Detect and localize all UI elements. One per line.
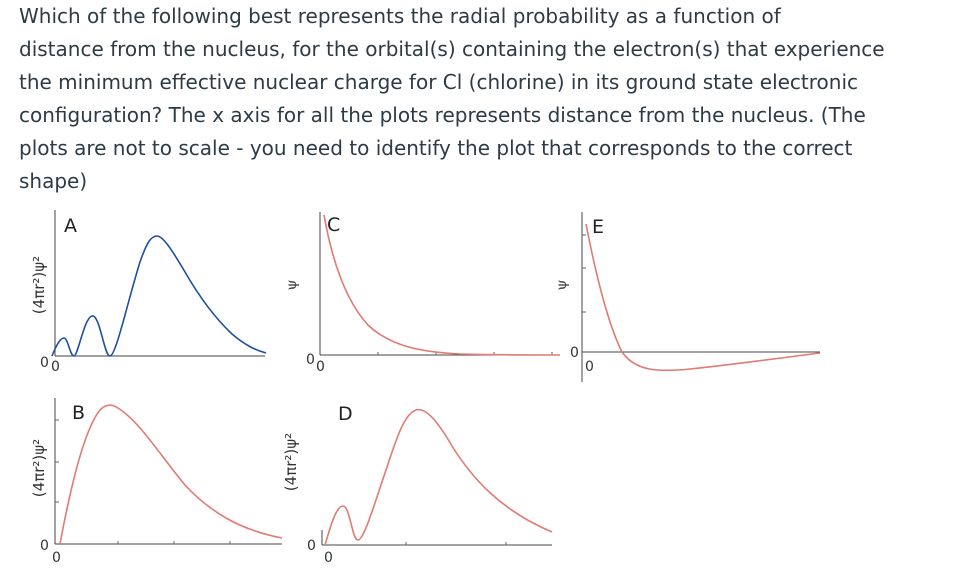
plot-d-letter: D: [338, 403, 353, 425]
plot-b: (4πr²)ψ² B 0 0: [30, 398, 283, 566]
plot-d-ylabel: (4πr²)ψ²: [282, 433, 300, 491]
plot-b-origin-x: 0: [52, 550, 61, 566]
plot-c-origin-y: 0: [306, 352, 315, 368]
question-text: Which of the following best represents t…: [19, 0, 919, 198]
plot-a-origin-y: 0: [40, 355, 49, 371]
plot-c-curve: [323, 214, 561, 356]
question-line: distance from the nucleus, for the orbit…: [19, 37, 885, 61]
plot-e-letter: E: [592, 216, 604, 238]
plot-e: ψ E 0 0: [554, 212, 821, 382]
plot-e-ylabel: ψ: [554, 279, 570, 290]
plot-b-origin-y: 0: [40, 538, 49, 554]
plot-d: (4πr²)ψ² D 0 0: [282, 403, 553, 566]
plot-e-origin-x: 0: [585, 359, 594, 375]
plot-b-ylabel: (4πr²)ψ²: [30, 439, 48, 497]
plot-c-origin-x: 0: [316, 359, 325, 375]
question-line: shape): [19, 169, 88, 193]
plot-b-letter: B: [72, 402, 85, 424]
plot-a-curve: [51, 235, 267, 357]
plot-a-letter: A: [64, 215, 77, 237]
plot-e-origin-y: 0: [570, 345, 579, 361]
plot-a-origin-x: 0: [51, 359, 60, 375]
question-line: plots are not to scale - you need to ide…: [19, 136, 853, 160]
plot-d-origin-y: 0: [307, 538, 316, 554]
plot-e-curve: [585, 223, 821, 372]
plot-c-ylabel: ψ: [284, 279, 300, 290]
plot-d-curve: [324, 408, 553, 546]
plot-a: (4πr²)ψ² A 0 0: [30, 210, 267, 375]
question-line: configuration? The x axis for all the pl…: [19, 103, 866, 127]
plot-c: ψ C 0 0: [284, 212, 561, 375]
plot-d-origin-x: 0: [324, 550, 333, 566]
question-line: Which of the following best represents t…: [19, 4, 781, 28]
plot-c-letter: C: [327, 214, 340, 236]
question-line: the minimum effective nuclear charge for…: [19, 70, 859, 94]
plot-b-curve: [59, 404, 283, 545]
plot-a-ylabel: (4πr²)ψ²: [30, 256, 48, 314]
